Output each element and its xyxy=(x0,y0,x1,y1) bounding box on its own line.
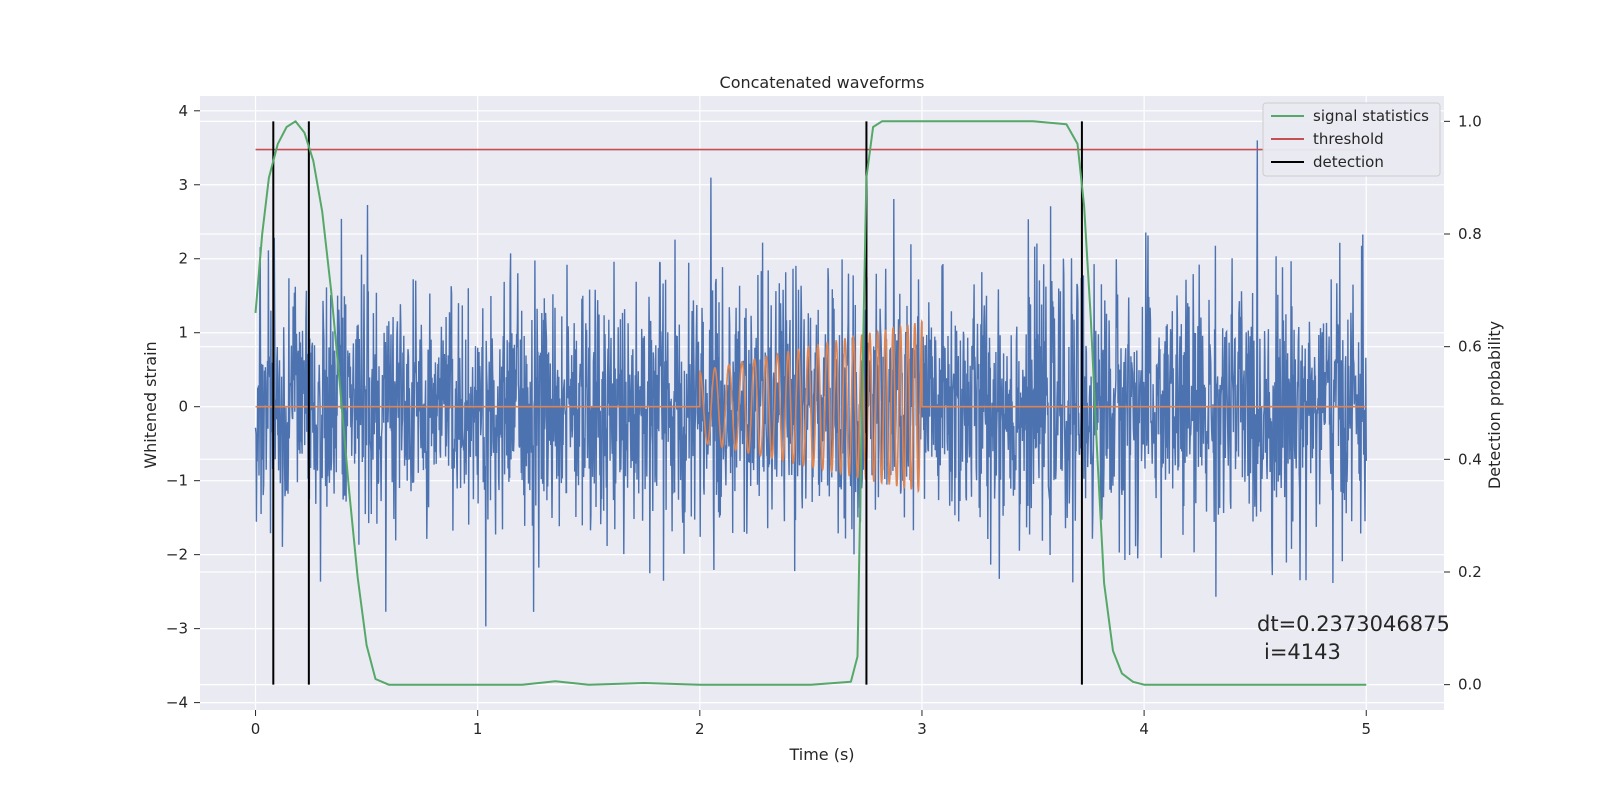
x-tick-label: 1 xyxy=(473,720,483,738)
series-injected xyxy=(255,319,1367,494)
series-detections xyxy=(272,121,1083,685)
y-tick-label-left: 3 xyxy=(178,176,188,194)
legend-label-detection: detection xyxy=(1313,153,1384,171)
y-tick-label-right: 0.8 xyxy=(1458,225,1482,243)
y-axis-label-left: Whitened strain xyxy=(141,341,160,468)
legend-box xyxy=(1262,102,1441,177)
y-tick-label-left: −1 xyxy=(166,472,188,490)
y-tick-label-left: −2 xyxy=(166,546,188,564)
y-axis-label-right: Detection probability xyxy=(1485,321,1504,489)
y-tick-label-right: 0.0 xyxy=(1458,676,1482,694)
injected-signal-line xyxy=(255,319,1367,494)
x-ticks: 0 1 2 3 4 5 xyxy=(251,710,1371,738)
legend-label-threshold: threshold xyxy=(1313,130,1384,148)
legend-label-signal: signal statistics xyxy=(1313,107,1429,125)
annotation-dt: dt=0.2373046875 xyxy=(1257,612,1450,636)
x-tick-label: 0 xyxy=(251,720,261,738)
y-tick-label-left: 0 xyxy=(178,398,188,416)
legend: signal statistics threshold detection xyxy=(1262,102,1441,177)
series-signal xyxy=(254,120,1367,686)
y-tick-label-left: −3 xyxy=(166,620,188,638)
signal-statistics-line xyxy=(254,120,1367,686)
chart-title: Concatenated waveforms xyxy=(720,73,925,92)
x-tick-label: 3 xyxy=(917,720,927,738)
x-tick-label: 5 xyxy=(1361,720,1371,738)
y-tick-label-right: 0.6 xyxy=(1458,338,1482,356)
y-ticks-right: 0.0 0.2 0.4 0.6 0.8 1.0 xyxy=(1444,112,1482,694)
y-ticks-left: −4 −3 −2 −1 0 1 2 3 4 xyxy=(166,102,200,712)
y-tick-label-right: 0.2 xyxy=(1458,563,1482,581)
x-axis-label: Time (s) xyxy=(788,745,854,764)
x-tick-label: 4 xyxy=(1139,720,1149,738)
y-tick-label-right: 1.0 xyxy=(1458,112,1482,130)
x-tick-label: 2 xyxy=(695,720,705,738)
y-tick-label-right: 0.4 xyxy=(1458,450,1482,468)
y-tick-label-left: 4 xyxy=(178,102,188,120)
annotation-i: i=4143 xyxy=(1264,640,1341,664)
y-tick-label-left: 2 xyxy=(178,250,188,268)
y-tick-label-left: 1 xyxy=(178,324,188,342)
y-tick-label-left: −4 xyxy=(166,694,188,712)
